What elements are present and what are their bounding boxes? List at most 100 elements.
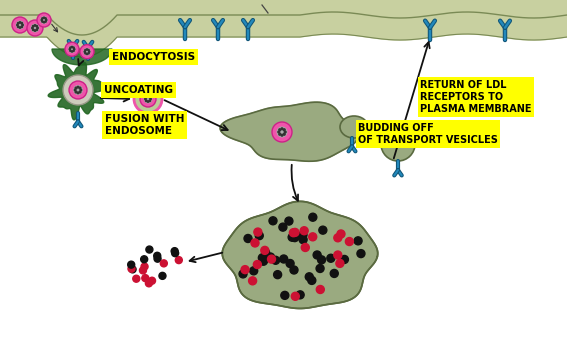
Circle shape	[284, 133, 285, 135]
Circle shape	[68, 45, 76, 53]
Circle shape	[32, 25, 34, 27]
Circle shape	[316, 265, 324, 273]
Circle shape	[357, 249, 365, 258]
Circle shape	[12, 17, 28, 33]
Circle shape	[172, 250, 179, 257]
Circle shape	[79, 87, 81, 89]
Circle shape	[260, 257, 268, 265]
Circle shape	[70, 50, 71, 51]
Circle shape	[88, 51, 90, 52]
Circle shape	[149, 100, 150, 101]
Circle shape	[75, 91, 77, 93]
Circle shape	[160, 260, 167, 267]
Text: ENDOCYTOSIS: ENDOCYTOSIS	[112, 52, 195, 62]
Circle shape	[261, 247, 269, 254]
Circle shape	[147, 96, 149, 97]
Circle shape	[65, 42, 79, 56]
Circle shape	[309, 213, 317, 221]
Circle shape	[19, 22, 21, 23]
Circle shape	[34, 30, 36, 31]
Text: BUDDING OFF
OF TRANSPORT VESICLES: BUDDING OFF OF TRANSPORT VESICLES	[358, 123, 498, 145]
Circle shape	[139, 267, 146, 274]
Circle shape	[42, 18, 43, 19]
Circle shape	[330, 269, 338, 277]
Circle shape	[18, 22, 19, 24]
Circle shape	[145, 280, 153, 287]
Polygon shape	[52, 49, 112, 65]
Circle shape	[269, 217, 277, 225]
Circle shape	[134, 85, 162, 113]
Circle shape	[146, 100, 147, 101]
Circle shape	[284, 131, 286, 133]
Circle shape	[305, 273, 313, 281]
Circle shape	[290, 266, 298, 274]
Circle shape	[75, 87, 77, 89]
Circle shape	[41, 20, 43, 21]
Circle shape	[313, 251, 321, 259]
Circle shape	[280, 255, 287, 263]
Circle shape	[88, 50, 89, 51]
Circle shape	[84, 51, 86, 52]
Circle shape	[284, 129, 285, 131]
Circle shape	[80, 45, 94, 59]
Circle shape	[36, 25, 37, 27]
Circle shape	[279, 133, 281, 135]
Circle shape	[74, 49, 75, 50]
Circle shape	[291, 228, 299, 236]
Circle shape	[150, 98, 151, 100]
Circle shape	[279, 129, 281, 131]
Circle shape	[154, 252, 160, 259]
Circle shape	[18, 26, 19, 28]
Circle shape	[336, 260, 344, 268]
Circle shape	[37, 13, 51, 27]
Ellipse shape	[340, 116, 368, 138]
Circle shape	[308, 233, 317, 241]
Circle shape	[241, 266, 249, 274]
Circle shape	[285, 217, 293, 225]
Circle shape	[142, 275, 149, 282]
Circle shape	[133, 275, 140, 282]
Circle shape	[42, 21, 43, 22]
Circle shape	[141, 263, 148, 270]
Circle shape	[259, 254, 266, 262]
Circle shape	[141, 256, 147, 263]
Circle shape	[337, 230, 345, 238]
Circle shape	[70, 47, 71, 48]
Circle shape	[316, 286, 324, 294]
Circle shape	[261, 249, 270, 257]
Circle shape	[248, 277, 257, 285]
Circle shape	[129, 266, 136, 273]
Circle shape	[34, 25, 36, 26]
Polygon shape	[220, 102, 358, 161]
Circle shape	[268, 255, 276, 263]
Circle shape	[239, 270, 247, 278]
Circle shape	[354, 237, 362, 245]
Text: UNCOATING: UNCOATING	[104, 85, 173, 95]
Circle shape	[281, 128, 283, 130]
Circle shape	[45, 18, 46, 19]
Circle shape	[301, 244, 309, 252]
Circle shape	[69, 81, 87, 99]
Circle shape	[171, 248, 178, 254]
Circle shape	[31, 24, 39, 33]
Circle shape	[381, 127, 415, 161]
Circle shape	[266, 253, 274, 261]
Circle shape	[149, 277, 155, 284]
Circle shape	[334, 251, 342, 259]
Circle shape	[281, 134, 283, 136]
Circle shape	[249, 267, 258, 275]
Circle shape	[128, 265, 135, 272]
Text: FUSION WITH
ENDOSOME: FUSION WITH ENDOSOME	[105, 114, 184, 136]
Circle shape	[340, 256, 348, 264]
Circle shape	[274, 271, 282, 279]
Circle shape	[319, 226, 327, 234]
Circle shape	[278, 131, 280, 133]
Circle shape	[36, 29, 37, 30]
Circle shape	[73, 47, 74, 48]
Circle shape	[288, 233, 296, 241]
Circle shape	[43, 17, 45, 18]
Circle shape	[296, 291, 304, 299]
Circle shape	[289, 229, 297, 237]
Circle shape	[299, 236, 307, 244]
Circle shape	[74, 89, 76, 91]
